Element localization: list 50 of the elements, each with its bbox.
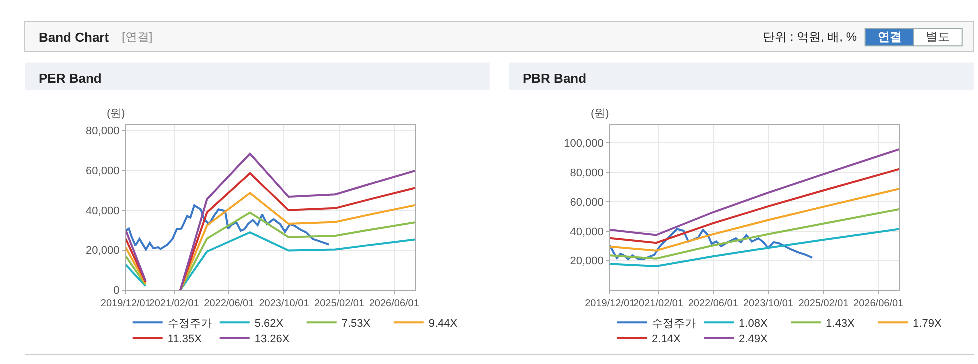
legend-label: 수정주가	[652, 318, 696, 330]
legend-label: 1.79X	[913, 318, 942, 330]
chart-title: PBR Band	[523, 71, 587, 86]
line-series	[126, 204, 330, 251]
y-tick-label: 100,000	[564, 138, 604, 150]
y-tick-label: 20,000	[570, 256, 604, 268]
line-series	[610, 208, 900, 260]
legend-label: 5.62X	[254, 318, 284, 330]
y-tick-label: 20,000	[86, 245, 120, 258]
x-tick-label: 2022/06/01	[688, 298, 739, 310]
x-tick-label: 2026/06/01	[854, 298, 904, 310]
y-tick-label: 0	[114, 285, 120, 298]
line-series	[610, 188, 900, 252]
legend-label: 11.35X	[168, 334, 203, 346]
line-series	[610, 168, 900, 244]
x-tick-label: 2019/12/01	[100, 298, 152, 310]
y-tick-label: 80,000	[86, 125, 120, 138]
legend-label: 1.08X	[739, 318, 768, 330]
y-tick-label: 80,000	[570, 167, 604, 180]
line-series	[610, 228, 814, 261]
x-tick-label: 2026/06/01	[369, 298, 420, 310]
x-tick-label: 2025/02/01	[798, 298, 850, 310]
y-axis-title: (원)	[107, 108, 126, 120]
legend-label: 2.49X	[739, 334, 768, 346]
legend-label: 수정주가	[168, 318, 212, 330]
legend-label: 7.53X	[342, 318, 372, 330]
x-tick-label: 2023/10/01	[259, 298, 310, 310]
y-axis-title: (원)	[591, 108, 610, 120]
text: [연결]	[122, 30, 153, 44]
x-tick-label: 2021/02/01	[633, 298, 684, 310]
line-series	[610, 148, 900, 236]
text: 단위 : 억원, 배, %	[763, 30, 858, 44]
x-tick-label: 2022/06/01	[204, 298, 255, 310]
legend-label: 2.14X	[652, 334, 682, 346]
x-tick-label: 2023/10/01	[743, 298, 794, 310]
legend-label: 1.43X	[826, 318, 856, 330]
y-tick-label: 60,000	[86, 165, 120, 178]
x-tick-label: 2025/02/01	[314, 298, 365, 310]
x-tick-label: 2021/02/01	[149, 298, 200, 310]
chart-title: PER Band	[39, 71, 102, 86]
line-series	[610, 228, 900, 268]
y-tick-label: 40,000	[570, 226, 604, 238]
x-tick-label: 2019/12/01	[585, 298, 636, 310]
y-tick-label: 40,000	[86, 205, 120, 218]
legend-label: 9.44X	[428, 318, 458, 330]
text: 연결	[878, 30, 902, 44]
text: Band Chart	[39, 30, 110, 45]
text: 별도	[926, 30, 950, 44]
legend-label: 13.26X	[254, 334, 290, 346]
y-tick-label: 60,000	[570, 196, 604, 209]
